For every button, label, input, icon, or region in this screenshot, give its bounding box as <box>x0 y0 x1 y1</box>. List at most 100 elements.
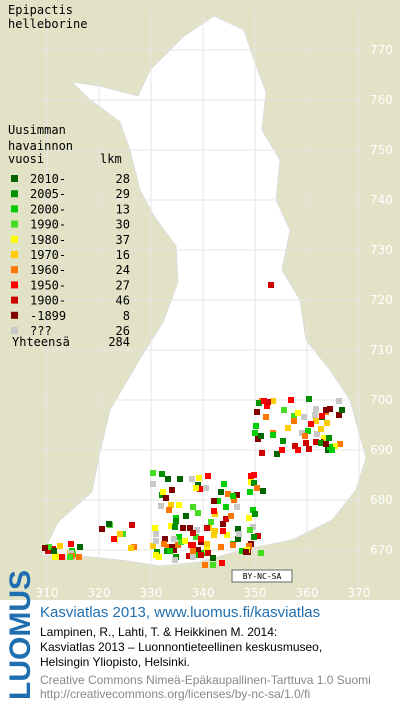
x-axis-label: 340 <box>192 586 215 600</box>
occurrence-square <box>167 548 173 554</box>
brand-logo: LUOMUS <box>4 570 37 700</box>
occurrence-square <box>260 488 266 494</box>
occurrence-square <box>235 526 241 532</box>
x-axis-label: 310 <box>36 586 59 600</box>
legend-count: 46 <box>116 294 130 308</box>
occurrence-square <box>169 544 175 550</box>
occurrence-square <box>173 518 179 524</box>
occurrence-square <box>258 433 264 439</box>
occurrence-square <box>303 440 309 446</box>
occurrence-square <box>313 439 319 445</box>
occurrence-square <box>258 550 264 556</box>
occurrence-square <box>212 528 218 534</box>
occurrence-square <box>218 544 224 550</box>
legend-label: 2010- <box>30 172 66 186</box>
occurrence-square <box>152 525 158 531</box>
footer-link[interactable]: Kasviatlas 2013, www.luomus.fi/kasviatla… <box>40 604 320 621</box>
occurrence-square <box>221 481 227 487</box>
occurrence-square <box>186 553 192 559</box>
occurrence-square <box>177 476 183 482</box>
occurrence-squares <box>42 282 345 568</box>
legend-header: Uusimman <box>8 123 66 137</box>
legend-swatch <box>11 190 18 198</box>
occurrence-square <box>208 519 214 525</box>
occurrence-square <box>168 502 174 508</box>
x-axis-label: 370 <box>348 586 371 600</box>
occurrence-square <box>205 473 211 479</box>
occurrence-square <box>318 440 324 446</box>
occurrence-square <box>158 503 164 509</box>
occurrence-square <box>176 502 182 508</box>
species-name: Epipactis <box>8 3 73 17</box>
y-axis-label: 690 <box>370 443 393 457</box>
occurrence-square <box>51 548 57 554</box>
occurrence-square <box>169 487 175 493</box>
occurrence-square <box>261 398 267 404</box>
occurrence-square <box>313 406 319 412</box>
occurrence-square <box>150 470 156 476</box>
occurrence-square <box>196 475 202 481</box>
occurrence-square <box>171 536 177 542</box>
occurrence-square <box>280 438 286 444</box>
occurrence-square <box>279 447 285 453</box>
occurrence-square <box>295 410 301 416</box>
occurrence-square <box>313 418 319 424</box>
occurrence-square <box>256 400 262 406</box>
occurrence-square <box>220 521 226 527</box>
occurrence-square <box>306 396 312 402</box>
legend-label: 1900- <box>30 294 66 308</box>
occurrence-square <box>225 491 231 497</box>
occurrence-square <box>198 552 204 558</box>
license-link[interactable]: http://creativecommons.org/licenses/by-n… <box>40 687 310 701</box>
occurrence-square <box>190 554 196 560</box>
legend-count: 30 <box>116 218 130 232</box>
occurrence-square <box>153 552 159 558</box>
license-text: Creative Commons Nimeä-Epäkaupallinen-Ta… <box>40 673 371 687</box>
occurrence-square <box>182 538 188 544</box>
occurrence-square <box>302 433 308 439</box>
occurrence-square <box>243 549 249 555</box>
occurrence-square <box>67 554 73 560</box>
legend-count: 13 <box>116 202 130 216</box>
occurrence-square <box>203 485 209 491</box>
legend-swatch <box>11 281 18 289</box>
legend-label: 1990- <box>30 218 66 232</box>
x-axis-label: 350 <box>244 586 267 600</box>
occurrence-square <box>336 398 342 404</box>
occurrence-square <box>172 524 178 530</box>
occurrence-square <box>68 541 74 547</box>
occurrence-square <box>160 489 166 495</box>
occurrence-square <box>42 545 48 551</box>
occurrence-square <box>252 430 258 436</box>
occurrence-square <box>312 412 318 418</box>
y-axis-label: 680 <box>370 493 393 507</box>
occurrence-square <box>223 504 229 510</box>
legend: 2010- 28 2005- 29 2000- 13 1990- 30 1980- 37 1970-… <box>11 172 130 338</box>
occurrence-square <box>254 485 260 491</box>
occurrence-square <box>176 534 182 540</box>
occurrence-square <box>305 428 311 434</box>
occurrence-square <box>190 548 196 554</box>
legend-label: -1899 <box>30 309 66 323</box>
occurrence-square <box>59 554 65 560</box>
occurrence-square <box>204 525 210 531</box>
occurrence-square <box>117 531 123 537</box>
occurrence-square <box>281 407 287 413</box>
occurrence-square <box>211 498 217 504</box>
legend-label: 1950- <box>30 278 66 292</box>
legend-count: 26 <box>116 324 130 338</box>
occurrence-square <box>259 450 265 456</box>
legend-swatch <box>11 175 18 182</box>
occurrence-square <box>165 544 171 550</box>
occurrence-square <box>76 554 82 560</box>
occurrence-square <box>301 414 307 420</box>
occurrence-square <box>129 522 135 528</box>
occurrence-square <box>246 543 252 549</box>
occurrence-square <box>234 492 240 498</box>
legend-count: 8 <box>123 309 130 323</box>
occurrence-square <box>190 542 196 548</box>
occurrence-square <box>339 407 345 413</box>
occurrence-square <box>230 493 236 499</box>
occurrence-square <box>193 534 199 540</box>
